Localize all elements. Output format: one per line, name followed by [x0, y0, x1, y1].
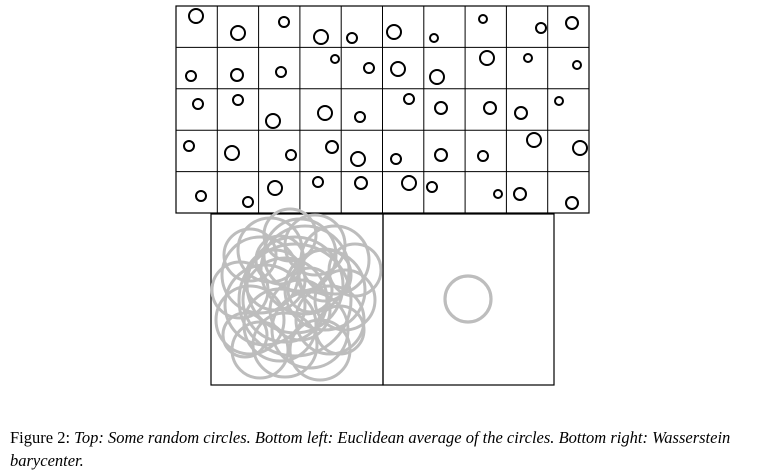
random-circle: [313, 29, 329, 45]
average-circle: [214, 284, 286, 356]
caption-bottom-right-head: Bottom right:: [558, 428, 648, 447]
random-circle: [230, 68, 244, 82]
random-circle: [390, 61, 406, 77]
average-circle: [286, 266, 334, 314]
figure-canvas: [175, 5, 590, 386]
average-circle: [314, 304, 366, 356]
figure-caption: Figure 2: Top: Some random circles. Bott…: [10, 426, 758, 472]
caption-top-head: Top:: [74, 428, 104, 447]
random-circle: [478, 14, 488, 24]
average-circle: [243, 248, 307, 312]
random-circle: [526, 132, 542, 148]
random-circle: [386, 24, 402, 40]
random-circle: [354, 176, 368, 190]
random-circle: [514, 106, 528, 120]
random-circle: [477, 150, 489, 162]
random-circle: [483, 101, 497, 115]
average-circle: [294, 284, 366, 356]
random-circles: [183, 8, 588, 210]
random-circle: [275, 66, 287, 78]
random-circle: [312, 176, 324, 188]
random-circle: [429, 69, 445, 85]
random-circle: [267, 180, 283, 196]
random-circle: [535, 22, 547, 34]
random-circle: [195, 190, 207, 202]
average-circle: [222, 227, 278, 283]
random-circle: [572, 60, 582, 70]
random-circle: [523, 53, 533, 63]
caption-bottom-right-text: Wasserstein barycenter.: [10, 428, 731, 470]
random-circle: [390, 153, 402, 165]
wasserstein-barycenter-panel: [382, 213, 555, 386]
random-circle: [565, 196, 579, 210]
random-circle: [554, 96, 564, 106]
random-circle: [572, 140, 588, 156]
random-circle: [278, 16, 290, 28]
random-circle: [185, 70, 197, 82]
average-circle: [221, 311, 269, 359]
random-circle: [317, 105, 333, 121]
average-circle: [297, 247, 353, 303]
average-circle: [237, 242, 353, 358]
euclidean-average-circles: [210, 207, 383, 382]
random-circle: [188, 8, 204, 24]
random-circle: [493, 189, 503, 199]
random-circle: [183, 140, 195, 152]
random-circle: [401, 175, 417, 191]
random-circle: [565, 16, 579, 30]
random-circle: [403, 93, 415, 105]
random-circle: [346, 32, 358, 44]
random-circle: [434, 148, 448, 162]
caption-bottom-left-head: Bottom left:: [254, 428, 334, 447]
random-circle: [325, 140, 339, 154]
random-circle: [429, 33, 439, 43]
average-circle: [251, 311, 319, 379]
caption-top-text: Some random circles.: [107, 428, 251, 447]
random-circle: [330, 54, 340, 64]
caption-label: Figure 2:: [10, 428, 71, 447]
barycenter-circle: [443, 274, 493, 324]
random-circle: [513, 187, 527, 201]
random-circle: [230, 25, 246, 41]
random-circle: [426, 181, 438, 193]
random-circle: [350, 151, 366, 167]
caption-bottom-left-text: Euclidean average of the circles.: [337, 428, 555, 447]
random-circle: [242, 196, 254, 208]
average-circle: [230, 320, 290, 380]
random-circle: [363, 62, 375, 74]
circle-grid: [175, 5, 590, 214]
random-circle: [192, 98, 204, 110]
random-circle: [354, 111, 366, 123]
random-circle: [265, 113, 281, 129]
random-circle: [224, 145, 240, 161]
average-circle: [288, 318, 352, 382]
random-circle: [232, 94, 244, 106]
random-circle: [285, 149, 297, 161]
random-circle: [479, 50, 495, 66]
random-circle: [434, 101, 448, 115]
